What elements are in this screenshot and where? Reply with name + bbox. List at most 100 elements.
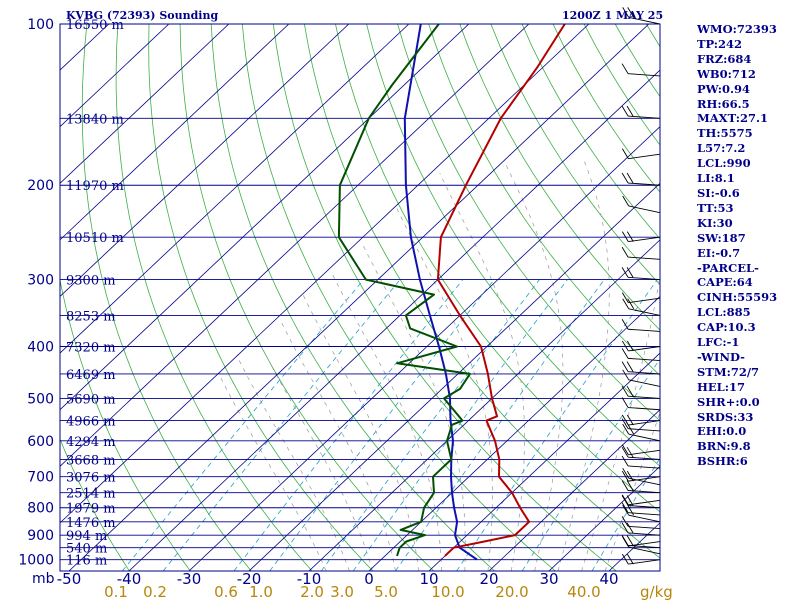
index-line: LFC:-1 <box>697 335 740 350</box>
isotherm <box>60 24 410 354</box>
index-line: TP:242 <box>697 36 743 51</box>
wind-barb <box>621 553 661 565</box>
index-line: SI:-0.6 <box>697 185 740 200</box>
isotherm <box>428 352 660 571</box>
height-label: 3668 m <box>66 453 116 468</box>
wind-barb <box>621 385 661 399</box>
index-line: WMO:72393 <box>697 22 777 36</box>
index-line: CINH:55593 <box>697 290 778 305</box>
pressure-tick-label: 600 <box>27 434 54 450</box>
wind-barb <box>621 340 661 352</box>
height-label: 7320 m <box>66 340 116 355</box>
wind-barb <box>621 495 661 509</box>
wind-barb <box>621 361 661 375</box>
index-line: BRN:9.8 <box>697 439 751 454</box>
chart-title: KVBG (72393) Sounding <box>66 9 219 22</box>
mixing-ratio-line <box>456 279 658 571</box>
wind-barb <box>621 455 661 469</box>
mixing-ratio-tick-label: 5.0 <box>374 583 398 600</box>
parcel-trace <box>403 24 478 561</box>
height-label: 11970 m <box>66 179 124 194</box>
wind-barb <box>622 467 661 486</box>
index-line: CAPE:64 <box>697 275 753 290</box>
index-line: -PARCEL- <box>697 260 759 275</box>
index-line: EI:-0.7 <box>697 245 741 260</box>
mixing-ratio-tick-label: 0.6 <box>214 583 238 600</box>
index-line: TT:53 <box>697 200 734 215</box>
wind-barb <box>621 172 661 186</box>
isotherm <box>188 126 660 571</box>
pressure-tick-label: 1000 <box>18 553 54 569</box>
height-label: 1979 m <box>66 502 116 517</box>
temperature-tick-label: -20 <box>237 570 262 588</box>
wind-barb <box>621 63 661 77</box>
pressure-tick-label: 400 <box>27 339 54 355</box>
dry-adiabat <box>115 24 313 571</box>
moist-adiabat <box>237 357 350 571</box>
wind-barb <box>621 267 661 281</box>
dry-adiabat <box>60 277 191 571</box>
dry-adiabat <box>335 24 660 513</box>
wind-barb <box>622 7 661 25</box>
moist-adiabat <box>396 207 493 571</box>
isotherm <box>68 24 650 571</box>
mixing-ratio-line <box>233 279 464 571</box>
mixing-ratio-line <box>162 279 401 571</box>
mixing-ratio-line <box>352 279 568 571</box>
height-label: 540 m <box>66 542 107 557</box>
wind-barb <box>621 292 661 304</box>
index-line: -WIND- <box>697 349 745 364</box>
mixing-ratio-tick-label: 3.0 <box>330 583 354 600</box>
wind-barb <box>622 195 661 214</box>
wind-barb <box>621 494 661 506</box>
valid-time: 1200Z 1 MAY 25 <box>562 9 664 22</box>
mixing-ratio-tick-label: 2.0 <box>300 583 324 600</box>
wind-barb <box>621 414 661 426</box>
mixing-ratio-tick-label: 0.1 <box>104 583 128 600</box>
wind-barb <box>622 298 661 316</box>
index-line: CAP:10.3 <box>697 320 756 335</box>
wind-barb <box>621 319 661 332</box>
dry-adiabat <box>397 24 660 422</box>
dry-adiabat <box>81 24 252 571</box>
isotherm <box>548 465 660 571</box>
wind-barb <box>621 444 661 456</box>
index-line: MAXT:27.1 <box>697 111 768 126</box>
wind-barb <box>622 423 661 442</box>
temperature-tick-label: -50 <box>57 570 82 588</box>
pressure-tick-label: 800 <box>27 501 54 517</box>
moist-adiabat <box>604 411 660 571</box>
pressure-tick-label: 200 <box>27 178 54 194</box>
isotherm <box>60 24 230 184</box>
wind-barb <box>622 369 661 387</box>
index-line: PW:0.94 <box>697 81 751 96</box>
index-line: SW:187 <box>697 230 746 245</box>
pressure-tick-label: 300 <box>27 273 54 289</box>
mixing-ratio-line <box>269 279 495 571</box>
height-label: 1476 m <box>66 516 116 531</box>
moist-adiabat <box>557 160 610 571</box>
moist-adiabat <box>279 318 396 571</box>
pressure-tick-label: 100 <box>27 17 54 33</box>
height-label: 2514 m <box>66 487 116 502</box>
isotherm <box>60 24 170 128</box>
index-line: RH:66.5 <box>697 96 750 111</box>
dry-adiabat <box>304 24 660 559</box>
height-label: 6469 m <box>66 368 116 383</box>
dry-adiabat <box>272 24 617 571</box>
index-line: HEL:17 <box>697 379 745 394</box>
temperature-tick-label: 40 <box>599 570 618 588</box>
index-line: SRDS:33 <box>697 409 754 424</box>
mixing-ratio-line <box>521 358 660 571</box>
dry-adiabat <box>490 24 660 286</box>
index-line: SHR+:0.0 <box>697 394 760 409</box>
isotherm <box>60 24 590 524</box>
temperature-tick-label: 0 <box>364 570 374 588</box>
temperature-tick-label: 10 <box>419 570 438 588</box>
isotherm <box>60 24 530 467</box>
index-line: FRZ:684 <box>697 51 752 66</box>
height-label: 13840 m <box>66 112 124 127</box>
wind-barb <box>621 105 661 119</box>
plot-frame <box>59 23 661 572</box>
wind-barb <box>621 348 661 362</box>
